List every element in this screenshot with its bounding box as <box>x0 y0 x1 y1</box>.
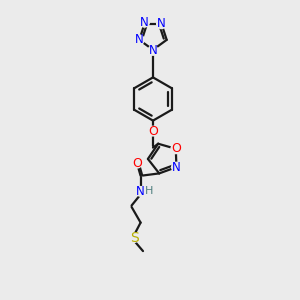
Text: S: S <box>130 231 138 244</box>
Text: H: H <box>145 186 153 197</box>
Circle shape <box>145 188 152 195</box>
Circle shape <box>171 144 181 154</box>
Circle shape <box>136 187 146 196</box>
Text: N: N <box>135 33 144 46</box>
Text: N: N <box>140 16 149 29</box>
Circle shape <box>172 162 181 172</box>
Circle shape <box>148 126 158 136</box>
Text: N: N <box>148 44 158 57</box>
Text: O: O <box>171 142 181 155</box>
Text: N: N <box>172 160 181 174</box>
Text: O: O <box>132 157 142 170</box>
Text: N: N <box>157 17 166 30</box>
Circle shape <box>140 17 149 27</box>
Circle shape <box>134 35 144 45</box>
Circle shape <box>148 46 158 55</box>
Circle shape <box>132 158 142 168</box>
Text: N: N <box>136 185 145 198</box>
Circle shape <box>157 19 166 28</box>
Circle shape <box>129 233 139 242</box>
Text: O: O <box>148 124 158 138</box>
